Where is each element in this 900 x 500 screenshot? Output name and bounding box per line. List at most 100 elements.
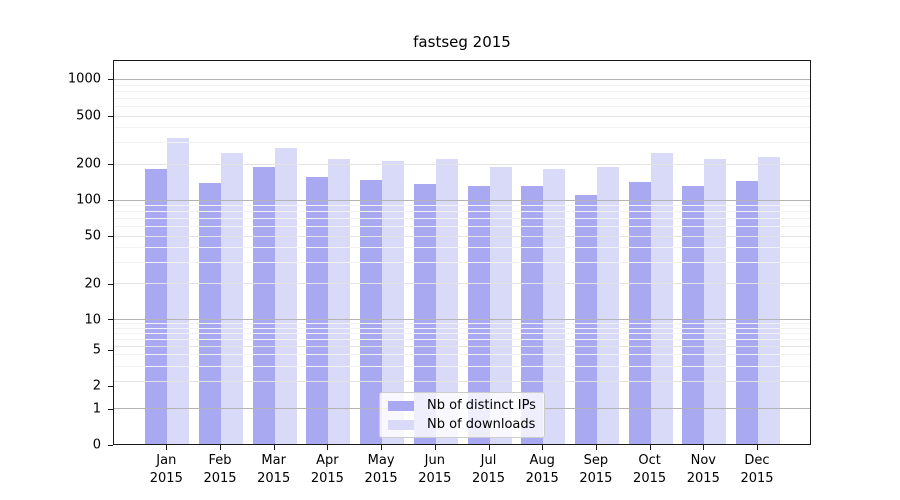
x-tick-label-feb: Feb 2015 xyxy=(203,453,237,486)
gridline-minor-9 xyxy=(114,323,810,325)
y-tick-mark xyxy=(108,349,113,351)
gridline-500 xyxy=(114,115,810,117)
x-tick-label-may: May 2015 xyxy=(364,453,398,486)
gridline-5 xyxy=(114,345,810,347)
gridline-minor-60 xyxy=(114,226,810,228)
gridline-10 xyxy=(114,318,810,320)
legend-label-downloads: Nb of downloads xyxy=(427,417,536,432)
legend-item-downloads: Nb of downloads xyxy=(385,417,536,432)
gridline-minor-90 xyxy=(114,205,810,207)
x-tick-mark xyxy=(220,445,221,450)
bar-distinct-ips-may xyxy=(360,179,383,444)
x-tick-mark xyxy=(703,445,705,450)
x-tick-label-dec: Dec 2015 xyxy=(740,453,774,486)
bar-downloads-may xyxy=(382,161,405,444)
x-tick-mark xyxy=(649,445,651,450)
plot-area xyxy=(113,60,811,445)
gridline-minor-30 xyxy=(114,262,810,264)
x-tick-mark xyxy=(542,445,544,450)
gridline-minor-40 xyxy=(114,247,810,249)
y-tick-mark xyxy=(108,385,113,387)
y-tick-label: 100 xyxy=(76,192,101,208)
chart-title: fastseg 2015 xyxy=(413,33,511,51)
bar-distinct-ips-feb xyxy=(199,183,221,444)
gridline-minor-70 xyxy=(114,218,810,220)
gridline-minor-900 xyxy=(114,84,810,86)
bar-downloads-jan xyxy=(167,137,190,444)
bar-distinct-ips-jul xyxy=(467,185,490,444)
legend: Nb of distinct IPs Nb of downloads xyxy=(379,392,545,438)
y-tick-label: 5 xyxy=(92,342,101,358)
y-tick-mark xyxy=(108,115,113,117)
legend-swatch-distinct-ips xyxy=(388,400,414,411)
x-tick-label-apr: Apr 2015 xyxy=(310,453,344,486)
legend-label-distinct-ips: Nb of distinct IPs xyxy=(427,398,536,413)
y-tick-label: 50 xyxy=(84,228,101,244)
bar-distinct-ips-mar xyxy=(252,167,275,444)
bar-distinct-ips-apr xyxy=(306,176,329,444)
gridline-minor-600 xyxy=(114,106,810,108)
bar-downloads-jun xyxy=(435,159,458,444)
y-tick-label: 1 xyxy=(92,401,101,417)
y-tick-label: 500 xyxy=(76,108,101,124)
bar-distinct-ips-jan xyxy=(145,168,168,444)
gridline-50 xyxy=(114,235,810,237)
bar-downloads-feb xyxy=(221,152,243,444)
bar-downloads-apr xyxy=(328,158,351,444)
x-tick-mark xyxy=(595,445,597,450)
x-tick-label-jan: Jan 2015 xyxy=(149,453,183,486)
y-tick-mark xyxy=(108,283,113,285)
legend-item-distinct-ips: Nb of distinct IPs xyxy=(385,398,536,413)
bar-downloads-aug xyxy=(543,168,566,444)
bar-distinct-ips-oct xyxy=(628,182,651,444)
x-tick-label-jun: Jun 2015 xyxy=(418,453,452,486)
bar-distinct-ips-aug xyxy=(521,186,544,444)
gridline-minor-3 xyxy=(114,365,810,367)
gridline-minor-80 xyxy=(114,211,810,213)
x-tick-label-nov: Nov 2015 xyxy=(686,453,720,486)
y-tick-mark xyxy=(108,78,113,80)
gridline-200 xyxy=(114,163,810,165)
gridline-minor-7 xyxy=(114,332,810,334)
x-tick-mark xyxy=(327,445,329,450)
y-tick-label: 0 xyxy=(92,437,101,453)
gridline-minor-300 xyxy=(114,142,810,144)
bar-downloads-nov xyxy=(704,158,727,444)
gridline-1000 xyxy=(114,79,810,81)
gridline-minor-8 xyxy=(114,327,810,329)
x-tick-label-sep: Sep 2015 xyxy=(579,453,613,486)
bar-downloads-mar xyxy=(274,147,297,444)
x-tick-label-jul: Jul 2015 xyxy=(471,453,506,486)
x-tick-mark xyxy=(434,445,436,450)
y-tick-mark xyxy=(108,235,113,237)
x-tick-mark xyxy=(757,445,758,450)
gridline-minor-400 xyxy=(114,127,810,129)
x-tick-mark xyxy=(166,445,168,450)
gridline-minor-800 xyxy=(114,91,810,93)
gridline-minor-4 xyxy=(114,354,810,356)
bar-downloads-oct xyxy=(650,153,673,444)
bar-distinct-ips-jun xyxy=(413,184,436,444)
x-tick-mark xyxy=(273,445,275,450)
gridline-20 xyxy=(114,283,810,285)
y-tick-mark xyxy=(108,199,113,201)
legend-swatch-downloads xyxy=(388,419,414,430)
x-tick-label-mar: Mar 2015 xyxy=(257,453,291,486)
y-tick-label: 200 xyxy=(76,156,101,172)
y-tick-label: 10 xyxy=(84,312,101,328)
y-tick-mark xyxy=(108,408,113,410)
gridline-minor-6 xyxy=(114,338,810,340)
x-tick-label-aug: Aug 2015 xyxy=(525,453,559,486)
gridline-minor-700 xyxy=(114,98,810,100)
y-tick-label: 2 xyxy=(92,378,101,394)
y-tick-label: 1000 xyxy=(67,71,101,87)
gridline-2 xyxy=(114,381,810,383)
bar-downloads-dec xyxy=(758,157,780,444)
x-tick-mark xyxy=(381,445,383,450)
x-tick-label-oct: Oct 2015 xyxy=(633,453,667,486)
bar-distinct-ips-dec xyxy=(736,180,758,444)
gridline-100 xyxy=(114,199,810,201)
bar-distinct-ips-nov xyxy=(682,185,705,444)
y-tick-mark xyxy=(108,319,113,321)
